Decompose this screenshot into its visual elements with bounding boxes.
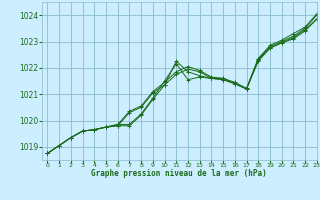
X-axis label: Graphe pression niveau de la mer (hPa): Graphe pression niveau de la mer (hPa) — [91, 169, 267, 178]
